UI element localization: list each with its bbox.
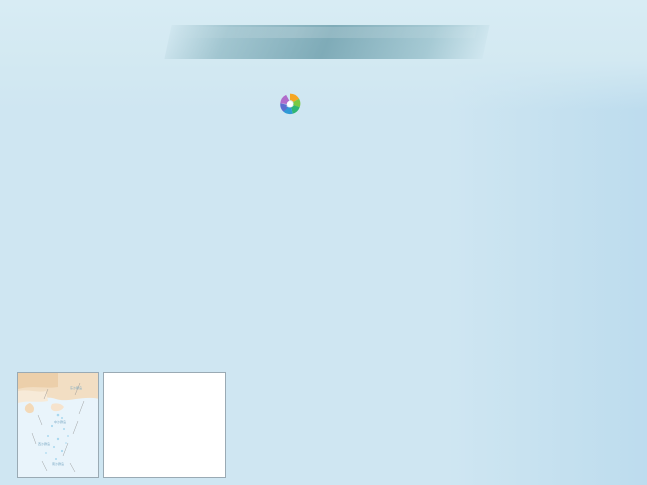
svg-text:西沙群岛: 西沙群岛 — [38, 441, 50, 446]
swirl-logo-icon — [280, 93, 301, 115]
inset-map-graphic: 东沙群岛 中沙群岛 西沙群岛 南沙群岛 — [18, 373, 98, 477]
title-banner-sheen — [174, 27, 478, 38]
svg-text:中沙群岛: 中沙群岛 — [54, 419, 66, 424]
svg-text:东沙群岛: 东沙群岛 — [70, 385, 82, 390]
legend-panel — [103, 372, 226, 478]
svg-text:南沙群岛: 南沙群岛 — [52, 461, 64, 466]
south-china-sea-inset: 东沙群岛 中沙群岛 西沙群岛 南沙群岛 — [17, 372, 99, 478]
china-weather-logo[interactable] — [277, 90, 385, 118]
